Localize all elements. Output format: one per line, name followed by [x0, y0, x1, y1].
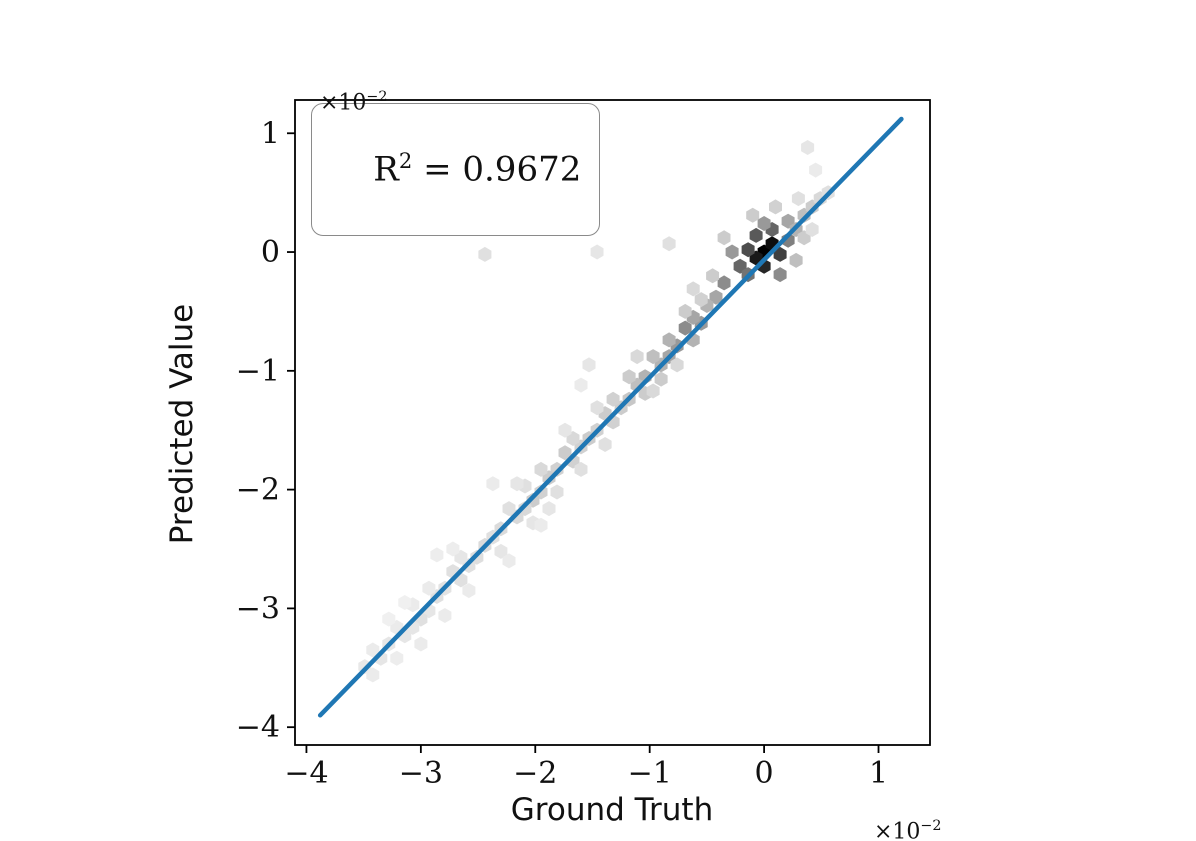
hexbin-cell — [502, 501, 516, 517]
axes-spines — [294, 99, 931, 746]
hexbin-cell — [390, 650, 404, 666]
y-tick-label: −1 — [236, 354, 280, 389]
hexbin-cell — [678, 303, 692, 319]
hexbin-cell — [773, 267, 787, 283]
hexbin-cell — [654, 371, 668, 387]
hexbin-cell — [574, 461, 588, 477]
hexbin-cell — [558, 445, 572, 461]
hexbin-cell — [366, 667, 380, 683]
hexbin-cell — [749, 227, 763, 243]
x-axis-label: Ground Truth — [510, 792, 714, 828]
hexbin-cell — [741, 242, 755, 258]
hexbin-cell — [789, 252, 803, 268]
hexbin-cell — [550, 484, 564, 500]
x-axis-offset-text: ×10−2 — [873, 818, 942, 841]
y-tick-label: 1 — [261, 116, 280, 151]
hexbin-cell — [801, 140, 815, 155]
hexbin-cell — [486, 476, 500, 492]
hexbin-cell — [502, 553, 516, 569]
hexbin-cell — [366, 642, 380, 658]
r2-annotation: R2 = 0.9672 — [311, 103, 601, 237]
hexbin-cell — [646, 349, 660, 365]
hexbin-cell — [558, 422, 572, 438]
y-axis-offset-text: ×10−2 — [319, 89, 388, 116]
hexbin-cell — [717, 275, 731, 291]
hexbin-cell — [678, 320, 692, 336]
x-axis-ticks: −4 −3 −2 −1 0 1 — [284, 745, 888, 791]
hexbin-cell — [542, 501, 556, 517]
hexbin-cell — [414, 636, 428, 652]
x-tick-label: −3 — [399, 756, 443, 791]
hexbin-cell — [494, 543, 508, 559]
hexbin-cell — [670, 357, 684, 373]
hexbin-cell — [510, 476, 524, 492]
y-tick-label: −3 — [236, 591, 280, 626]
y-tick-label: −4 — [236, 710, 280, 745]
r2-value: = 0.9672 — [412, 149, 582, 190]
hexbin-cell — [462, 583, 476, 599]
hexbin-cells — [358, 140, 835, 683]
y-axis-label: Predicted Value — [164, 303, 200, 545]
hexbin-cell — [630, 349, 644, 365]
hexbin-cell — [662, 236, 676, 252]
x-tick-label: −4 — [284, 756, 328, 791]
hexbin-cell — [574, 377, 588, 393]
hexbin-cell — [662, 332, 676, 348]
y-tick-label: −2 — [236, 473, 280, 508]
hexbin-cell — [694, 292, 708, 308]
identity-line — [317, 116, 904, 718]
hexbin-cell — [725, 244, 739, 260]
hexbin-cell — [746, 207, 760, 223]
hexbin-cell — [717, 230, 731, 246]
y-tick-label: 0 — [261, 235, 280, 270]
hexbin-cell — [534, 461, 548, 477]
hexbin-cell — [805, 222, 819, 237]
hexbin-cell — [606, 391, 620, 407]
hexbin-cell — [534, 517, 548, 533]
hexbin-cell — [686, 281, 700, 297]
hexbin-cell — [622, 369, 636, 385]
hexbin-cell — [582, 357, 596, 373]
x-tick-label: −1 — [628, 756, 672, 791]
hexbin-cell — [646, 383, 660, 399]
hexbin-cell — [382, 611, 396, 627]
x-tick-label: −2 — [513, 756, 557, 791]
hexbin-cell — [446, 541, 460, 557]
hexbin-cell — [773, 246, 787, 262]
hexbin-cell — [422, 580, 436, 596]
r2-exponent: 2 — [398, 148, 413, 173]
hexbin-cell — [791, 191, 805, 207]
r2-symbol: R — [373, 149, 399, 190]
hexbin-cell — [706, 268, 720, 284]
hexbin-cell — [769, 199, 782, 215]
hexbin-cell — [709, 289, 723, 305]
hexbin-cell — [757, 216, 771, 231]
hexbin-cell — [438, 608, 452, 623]
hexbin-cell — [809, 162, 823, 178]
y-axis-ticks: −4 −3 −2 −1 0 1 — [236, 116, 295, 745]
hexbin-cell — [398, 595, 412, 610]
hexbin-cell — [430, 547, 444, 563]
hexbin-cell — [590, 244, 604, 260]
hexbin-cell — [598, 437, 612, 452]
x-tick-label: 0 — [755, 756, 774, 791]
x-tick-label: 1 — [869, 756, 888, 791]
hexbin-cell — [590, 400, 604, 416]
hexbin-cell — [478, 246, 492, 262]
